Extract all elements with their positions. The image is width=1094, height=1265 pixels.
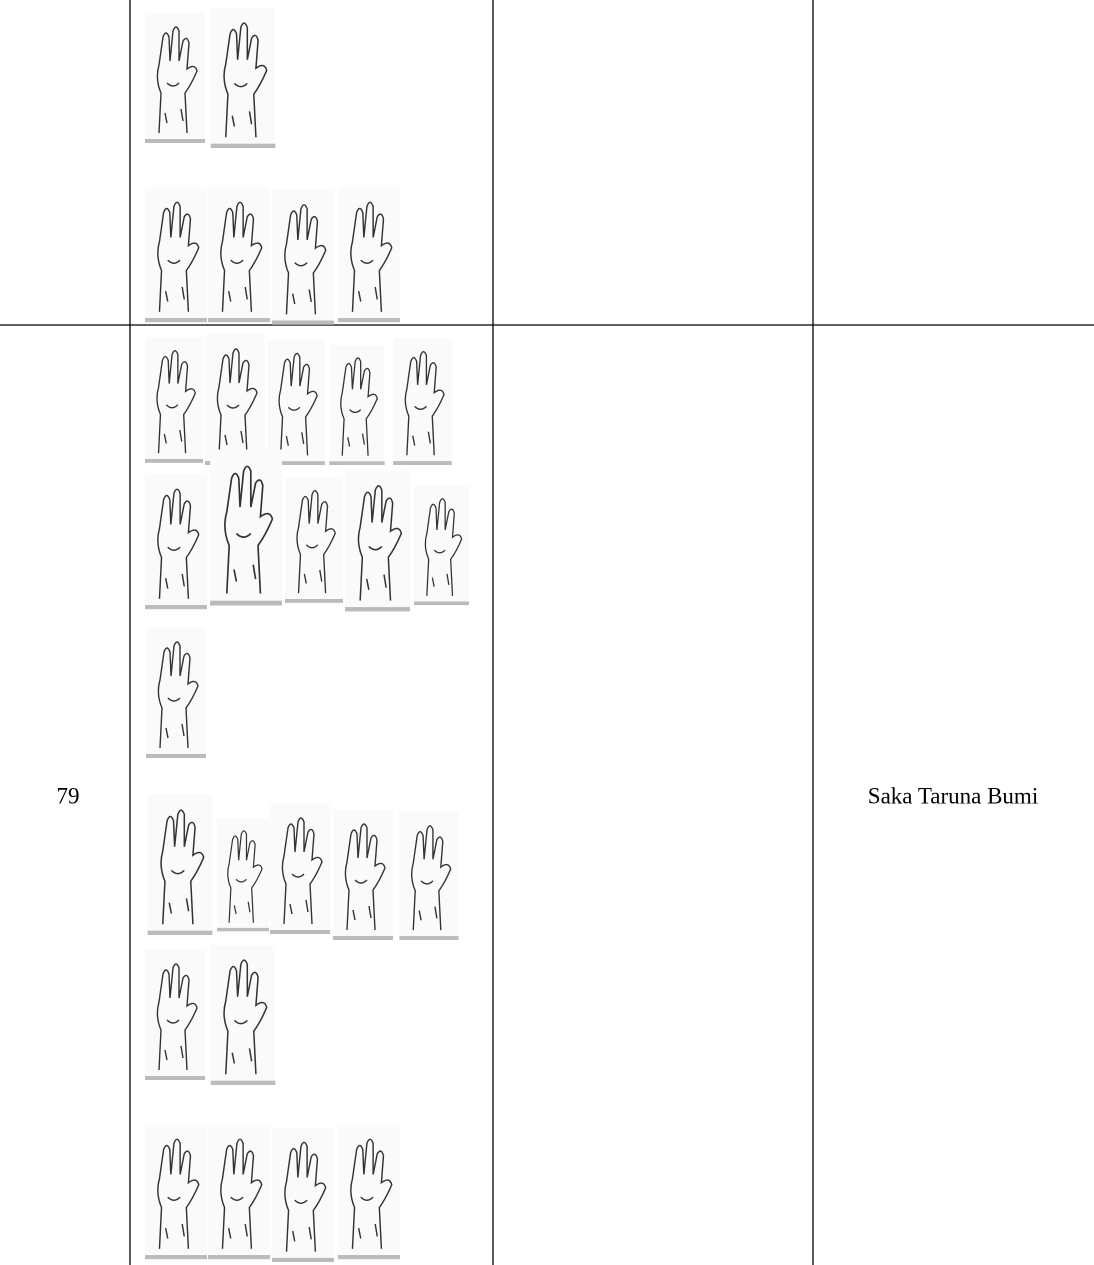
hand-sign: [146, 795, 214, 935]
hand-sign: [205, 335, 265, 465]
row-number: 79: [57, 783, 80, 808]
hand-sign: [267, 340, 325, 465]
hand-sign: [272, 1128, 334, 1262]
hand-sign: [328, 345, 386, 465]
hand-sign: [285, 476, 343, 604]
hand-sign: [338, 187, 400, 323]
hand-sign: [145, 1124, 207, 1260]
hand-sign: [209, 8, 277, 148]
hand-sign: [209, 945, 277, 1085]
hand-sign: [145, 12, 205, 144]
hand-sign: [208, 187, 270, 323]
hand-sign: [145, 336, 203, 464]
hand-sign: [217, 817, 269, 933]
hand-sign: [145, 474, 207, 610]
hand-sign: [145, 949, 205, 1081]
hand-sign: [145, 187, 207, 323]
hand-sign: [345, 470, 410, 612]
hand-sign: [398, 812, 460, 940]
sign-images: [145, 8, 469, 1262]
hand-sign: [208, 1124, 270, 1260]
hand-sign: [210, 448, 282, 607]
hand-sign: [145, 628, 207, 758]
row-description: Saka Taruna Bumi: [868, 783, 1038, 808]
hand-sign: [414, 485, 469, 606]
hand-sign: [270, 803, 330, 935]
hand-sign: [332, 810, 394, 940]
hand-sign: [272, 190, 334, 325]
hand-sign: [338, 1124, 400, 1260]
hand-sign: [392, 338, 453, 465]
